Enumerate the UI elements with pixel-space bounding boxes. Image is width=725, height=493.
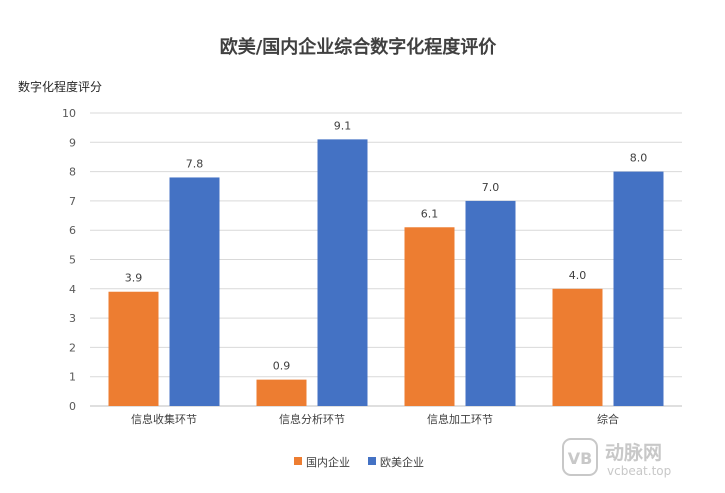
x-tick-label: 信息分析环节 [279,412,345,426]
data-label: 6.1 [421,207,439,220]
y-tick-label: 5 [69,254,76,267]
y-tick-label: 7 [69,195,76,208]
y-tick-label: 4 [69,283,76,296]
bar [317,139,368,406]
bar [465,200,516,406]
watermark-logo-text: VB [568,449,593,468]
bar [108,291,159,406]
data-label: 9.1 [334,119,352,132]
watermark-site: vcbeat.top [607,464,671,478]
legend-label: 欧美企业 [380,455,424,469]
y-axis-label: 数字化程度评分 [18,79,102,94]
bar [613,171,664,406]
y-tick-label: 2 [69,341,76,354]
y-tick-label: 6 [69,224,76,237]
data-label: 4.0 [569,269,587,282]
y-tick-label: 8 [69,166,76,179]
bar [256,379,307,406]
y-tick-label: 0 [69,400,76,413]
data-label: 0.9 [273,360,291,373]
x-tick-label: 信息加工环节 [427,412,493,426]
watermark-logo: VB 动脉网 vcbeat.top [562,438,671,478]
legend-label: 国内企业 [306,455,350,469]
bar [169,177,220,406]
bar [552,288,603,406]
y-tick-label: 3 [69,312,76,325]
data-label: 8.0 [630,152,648,165]
x-tick-label: 综合 [597,412,619,426]
y-tick-label: 1 [69,371,76,384]
bar [404,227,455,406]
y-tick-label: 10 [62,107,76,120]
legend-swatch [368,457,376,465]
plot-area: 0 1 2 3 4 5 6 7 8 9 10 3.9 7.8 信息收集环节 0.9 9.1 信息分析环节 6.1 7… [62,107,682,426]
x-tick-label: 信息收集环节 [131,412,197,426]
chart-title: 欧美/国内企业综合数字化程度评价 [220,36,498,58]
legend: 国内企业 欧美企业 [294,455,424,469]
data-label: 7.8 [186,157,204,170]
data-label: 7.0 [482,181,500,194]
data-label: 3.9 [125,272,143,285]
watermark-brand: 动脉网 [605,441,662,464]
legend-swatch [294,457,302,465]
y-tick-label: 9 [69,136,76,149]
